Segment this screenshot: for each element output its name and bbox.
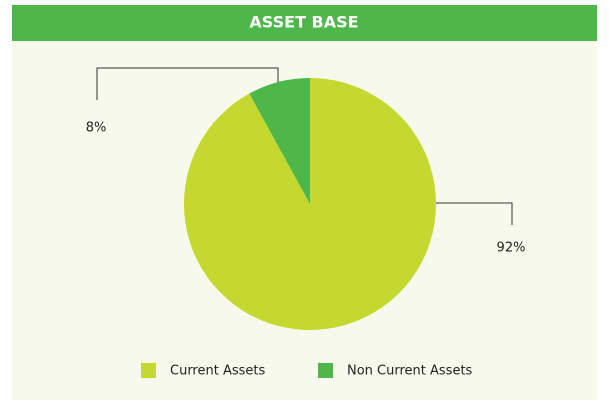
data-label: 8% bbox=[86, 121, 107, 136]
header bbox=[12, 5, 597, 41]
pie-slice bbox=[249, 78, 310, 204]
legend-swatch bbox=[318, 363, 333, 378]
leader-line bbox=[96, 67, 279, 100]
pie-slice bbox=[184, 78, 437, 331]
leader-line bbox=[436, 202, 513, 225]
chart-title: ASSET BASE bbox=[249, 13, 358, 32]
legend-label: Non Current Assets bbox=[347, 364, 473, 379]
data-label: 92% bbox=[497, 241, 526, 256]
legend-swatch bbox=[141, 363, 156, 378]
legend-label: Current Assets bbox=[170, 364, 265, 379]
